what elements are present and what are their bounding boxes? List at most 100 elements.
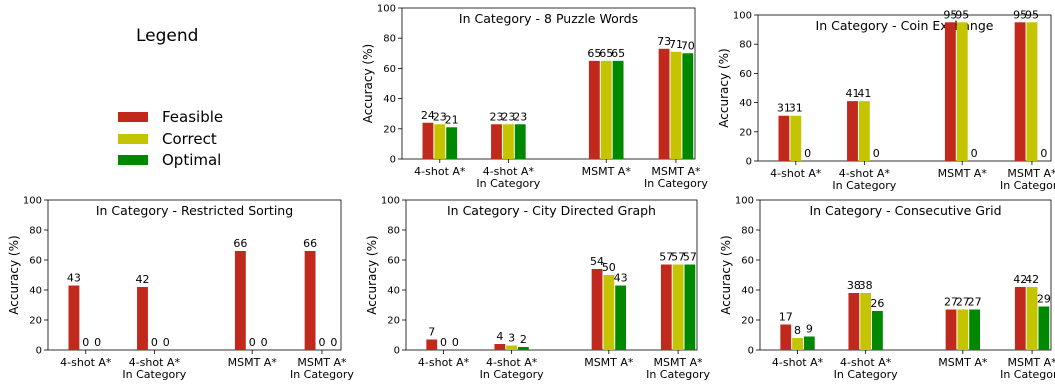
x-tick-label-line-consecutive-grid-1-0: 4-shot A* (840, 356, 892, 369)
bar-city-directed-graph-1-correct (506, 345, 518, 350)
bar-8-puzzle-words-1-correct (502, 124, 514, 159)
bar-8-puzzle-words-3-feasible (658, 48, 670, 159)
data-label-city-directed-graph-0-optimal: 0 (452, 336, 459, 349)
y-tick-label-coin-exchange-100: 100 (733, 11, 752, 22)
chart-title-consecutive-grid: In Category - Consecutive Grid (809, 203, 1001, 218)
bar-city-directed-graph-3-feasible (660, 264, 672, 350)
bar-restricted-sorting-2-feasible (234, 251, 246, 350)
y-axis-label-restricted-sorting: Accuracy (%) (7, 235, 21, 314)
legend-label-correct: Correct (162, 130, 217, 148)
x-tick-label-line-coin-exchange-2-0: MSMT A* (938, 167, 988, 180)
x-tick-label-line-restricted-sorting-1-0: 4-shot A* (129, 356, 181, 369)
data-label-city-directed-graph-3-optimal: 57 (683, 251, 697, 264)
x-tick-label-line-coin-exchange-1-1: In Category (832, 179, 896, 192)
y-tick-label-restricted-sorting-0: 0 (36, 346, 42, 357)
y-axis-label-consecutive-grid: Accuracy (%) (719, 235, 733, 314)
bar-restricted-sorting-3-feasible (304, 251, 316, 350)
x-tick-label-city-directed-graph-2: MSMT A* (584, 356, 634, 369)
x-tick-label-restricted-sorting-1: 4-shot A* In Category (122, 356, 186, 381)
bar-city-directed-graph-2-optimal (615, 285, 627, 350)
data-label-consecutive-grid-0-optimal: 9 (806, 323, 813, 336)
y-tick-label-consecutive-grid-60: 60 (741, 256, 754, 267)
x-tick-label-coin-exchange-1: 4-shot A* In Category (832, 167, 896, 192)
axes-frame-city-directed-graph (405, 199, 698, 351)
x-tick-label-line-8-puzzle-words-1-1: In Category (476, 177, 540, 190)
x-tick-label-restricted-sorting-3: MSMT A* In Category (290, 356, 354, 381)
x-tick-label-line-coin-exchange-3-1: In Category (1000, 179, 1055, 192)
x-tick-label-line-city-directed-graph-3-1: In Category (646, 368, 710, 381)
data-label-coin-exchange-3-correct: 95 (1025, 8, 1039, 21)
bar-8-puzzle-words-0-optimal (446, 127, 458, 159)
x-tick-label-line-8-puzzle-words-3-0: MSMT A* (651, 165, 701, 178)
chart-title-city-directed-graph: In Category - City Directed Graph (447, 203, 656, 218)
data-label-consecutive-grid-3-optimal: 29 (1037, 293, 1051, 306)
y-tick-label-restricted-sorting-80: 80 (29, 226, 42, 237)
data-label-city-directed-graph-3-feasible: 57 (659, 251, 673, 264)
data-label-restricted-sorting-3-correct: 0 (318, 336, 325, 349)
data-label-restricted-sorting-1-optimal: 0 (163, 336, 170, 349)
bar-consecutive-grid-3-optimal (1038, 306, 1050, 350)
y-tick-label-consecutive-grid-0: 0 (748, 346, 754, 357)
x-tick-label-line-restricted-sorting-3-1: In Category (290, 368, 354, 381)
data-label-city-directed-graph-1-correct: 3 (508, 332, 515, 345)
y-tick-label-coin-exchange-80: 80 (739, 40, 752, 51)
data-label-coin-exchange-3-feasible: 95 (1013, 8, 1027, 21)
chart-title-restricted-sorting: In Category - Restricted Sorting (96, 203, 293, 218)
data-label-coin-exchange-2-correct: 95 (955, 8, 969, 21)
bar-coin-exchange-3-feasible (1014, 22, 1026, 161)
x-tick-label-line-city-directed-graph-0-0: 4-shot A* (418, 356, 470, 369)
x-tick-label-consecutive-grid-1: 4-shot A* In Category (834, 356, 898, 381)
y-tick-label-city-directed-graph-60: 60 (387, 256, 400, 267)
legend-label-optimal: Optimal (162, 151, 222, 169)
bar-city-directed-graph-2-feasible (591, 269, 603, 350)
data-label-restricted-sorting-3-feasible: 66 (303, 237, 317, 250)
data-label-coin-exchange-1-correct: 41 (857, 87, 871, 100)
data-label-8-puzzle-words-0-optimal: 21 (445, 113, 459, 126)
data-label-consecutive-grid-2-correct: 27 (956, 296, 970, 309)
x-tick-label-line-consecutive-grid-3-0: MSMT A* (1007, 356, 1055, 369)
data-label-8-puzzle-words-1-feasible: 23 (489, 110, 503, 123)
bar-8-puzzle-words-2-optimal (612, 60, 624, 159)
x-tick-label-8-puzzle-words-0: 4-shot A* (414, 165, 466, 178)
bar-consecutive-grid-3-feasible (1014, 287, 1026, 350)
bar-8-puzzle-words-3-optimal (682, 53, 694, 159)
legend-swatch-optimal (118, 155, 148, 165)
x-tick-label-line-restricted-sorting-2-0: MSMT A* (228, 356, 278, 369)
x-tick-label-line-city-directed-graph-1-1: In Category (480, 368, 544, 381)
x-tick-label-restricted-sorting-0: 4-shot A* (60, 356, 112, 369)
data-label-restricted-sorting-2-feasible: 66 (233, 237, 247, 250)
bar-consecutive-grid-0-correct (792, 338, 803, 350)
y-axis-label-city-directed-graph: Accuracy (%) (365, 235, 379, 314)
y-tick-label-city-directed-graph-0: 0 (394, 346, 400, 357)
y-tick-label-coin-exchange-40: 40 (739, 98, 752, 109)
x-tick-label-city-directed-graph-1: 4-shot A* In Category (480, 356, 544, 381)
y-tick-label-restricted-sorting-60: 60 (29, 256, 42, 267)
x-tick-label-consecutive-grid-0: 4-shot A* (772, 356, 824, 369)
bar-city-directed-graph-1-optimal (518, 347, 529, 350)
axes-frame-coin-exchange (757, 14, 1052, 162)
data-label-city-directed-graph-1-feasible: 4 (496, 330, 503, 343)
data-label-restricted-sorting-0-feasible: 43 (67, 272, 81, 285)
bar-restricted-sorting-1-feasible (137, 287, 148, 350)
x-tick-label-line-8-puzzle-words-3-1: In Category (644, 177, 708, 190)
x-tick-label-city-directed-graph-3: MSMT A* In Category (646, 356, 710, 381)
y-tick-label-city-directed-graph-40: 40 (387, 286, 400, 297)
y-tick-label-consecutive-grid-100: 100 (735, 196, 754, 207)
x-tick-label-line-consecutive-grid-1-1: In Category (834, 368, 898, 381)
x-tick-label-line-restricted-sorting-3-0: MSMT A* (297, 356, 347, 369)
data-label-coin-exchange-3-optimal: 0 (1040, 147, 1047, 160)
bar-coin-exchange-2-feasible (944, 22, 956, 161)
bar-coin-exchange-1-correct (858, 101, 870, 161)
bar-coin-exchange-2-correct (956, 22, 968, 161)
data-label-restricted-sorting-1-feasible: 42 (135, 273, 149, 286)
x-tick-label-city-directed-graph-0: 4-shot A* (418, 356, 470, 369)
data-label-8-puzzle-words-0-correct: 23 (433, 110, 447, 123)
data-label-consecutive-grid-2-feasible: 27 (944, 296, 958, 309)
x-tick-label-line-coin-exchange-1-0: 4-shot A* (839, 167, 891, 180)
bar-8-puzzle-words-0-correct (434, 124, 446, 159)
data-label-restricted-sorting-1-correct: 0 (151, 336, 158, 349)
data-label-consecutive-grid-0-feasible: 17 (779, 311, 793, 324)
x-tick-label-coin-exchange-0: 4-shot A* (770, 167, 822, 180)
chart-title-coin-exchange: In Category - Coin Exchange (816, 18, 994, 33)
